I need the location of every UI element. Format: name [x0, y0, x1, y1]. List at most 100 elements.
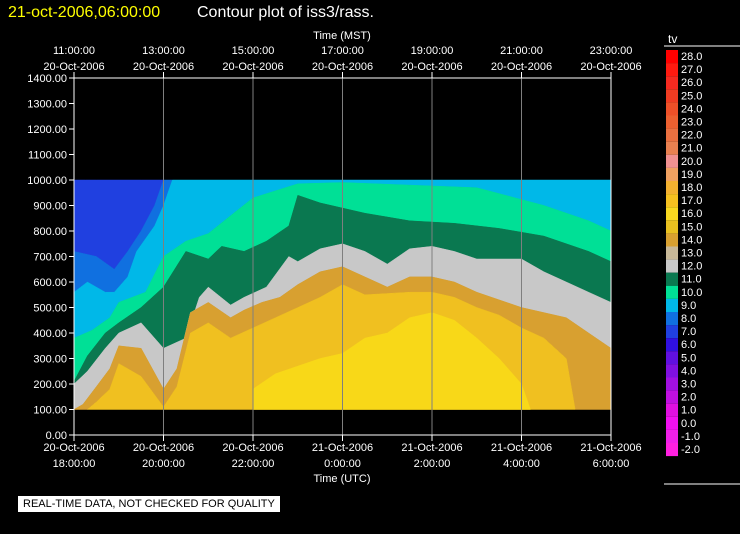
y-tick-label: 800.00 — [33, 226, 67, 238]
legend-swatch — [666, 416, 678, 430]
legend-swatch — [666, 128, 678, 142]
x-bottom-tick-date: 21-Oct-2006 — [580, 442, 641, 454]
legend-label: 18.0 — [681, 182, 702, 194]
legend-label: 28.0 — [681, 51, 702, 63]
legend-swatch — [666, 102, 678, 116]
legend-swatch — [666, 220, 678, 234]
legend-swatch — [666, 403, 678, 417]
x-bottom-tick-time: 2:00:00 — [414, 458, 451, 470]
legend-swatch — [666, 285, 678, 299]
legend-swatch — [666, 272, 678, 286]
x-axis-top-label: Time (MST) — [313, 30, 371, 42]
legend-label: 16.0 — [681, 208, 702, 220]
legend-swatch — [666, 377, 678, 391]
x-top-tick-date: 20-Oct-2006 — [580, 61, 641, 73]
x-top-tick-date: 20-Oct-2006 — [43, 61, 104, 73]
legend-label: 27.0 — [681, 64, 702, 76]
legend-swatch — [666, 181, 678, 195]
legend-swatch — [666, 246, 678, 260]
legend-swatch — [666, 63, 678, 77]
x-top-tick-date: 20-Oct-2006 — [133, 61, 194, 73]
legend-label: 3.0 — [681, 379, 696, 391]
legend-swatch — [666, 259, 678, 273]
x-axis-top: 11:00:00 20-Oct-2006 13:00:00 20-Oct-2006 15… — [43, 45, 642, 78]
x-bottom-tick-date: 21-Oct-2006 — [491, 442, 552, 454]
y-tick-label: 200.00 — [33, 379, 67, 391]
legend-swatch — [666, 390, 678, 404]
legend-swatch — [666, 338, 678, 352]
quality-disclaimer: REAL-TIME DATA, NOT CHECKED FOR QUALITY — [18, 496, 280, 512]
y-tick-label: 1200.00 — [27, 124, 67, 136]
legend-swatch — [666, 298, 678, 312]
legend-label: 0.0 — [681, 418, 696, 430]
x-bottom-tick-date: 20-Oct-2006 — [222, 442, 283, 454]
x-bottom-tick-time: 22:00:00 — [232, 458, 275, 470]
x-top-tick-time: 17:00:00 — [321, 45, 364, 57]
timestamp: 21-oct-2006,06:00:00 — [8, 4, 160, 21]
x-bottom-tick-time: 0:00:00 — [324, 458, 361, 470]
legend-swatch — [666, 115, 678, 129]
x-bottom-tick-date: 20-Oct-2006 — [43, 442, 104, 454]
legend-label: 13.0 — [681, 248, 702, 260]
x-top-tick-time: 15:00:00 — [232, 45, 275, 57]
x-bottom-tick-date: 20-Oct-2006 — [133, 442, 194, 454]
legend-swatch — [666, 443, 678, 457]
legend-label: 20.0 — [681, 156, 702, 168]
x-top-tick-date: 20-Oct-2006 — [491, 61, 552, 73]
legend-label: 6.0 — [681, 339, 696, 351]
legend-swatch — [666, 167, 678, 181]
legend-swatch — [666, 325, 678, 339]
legend-swatch — [666, 351, 678, 365]
x-top-tick-time: 21:00:00 — [500, 45, 543, 57]
y-tick-label: 1000.00 — [27, 175, 67, 187]
legend-title: tv — [668, 32, 677, 46]
legend-label: 25.0 — [681, 90, 702, 102]
y-tick-label: 700.00 — [33, 252, 67, 264]
y-axis: 0.00 100.00 200.00 300.00 400.00 500.00 600.00… — [27, 73, 74, 442]
legend-label: 5.0 — [681, 352, 696, 364]
x-top-tick-date: 20-Oct-2006 — [401, 61, 462, 73]
legend-label: 7.0 — [681, 326, 696, 338]
x-bottom-tick-time: 18:00:00 — [53, 458, 96, 470]
contour-bands — [73, 179, 612, 410]
legend-label: 9.0 — [681, 300, 696, 312]
legend-label: 26.0 — [681, 77, 702, 89]
x-top-tick-time: 19:00:00 — [411, 45, 454, 57]
colorbar-legend: 28.027.026.025.024.0 23.022.021.020.019.0… — [666, 50, 702, 457]
x-bottom-tick-time: 20:00:00 — [142, 458, 185, 470]
legend-label: 1.0 — [681, 405, 696, 417]
legend-label: 11.0 — [681, 274, 702, 286]
legend-label: 2.0 — [681, 392, 696, 404]
x-axis-bottom: 20-Oct-2006 18:00:00 20-Oct-2006 20:00:00 20… — [43, 435, 642, 470]
legend-label: 23.0 — [681, 117, 702, 129]
y-tick-label: 600.00 — [33, 277, 67, 289]
legend-swatch — [666, 207, 678, 221]
legend-swatch — [666, 429, 678, 443]
legend-swatch — [666, 89, 678, 103]
legend-label: 8.0 — [681, 313, 696, 325]
legend-swatch — [666, 233, 678, 247]
legend-label: -2.0 — [681, 444, 700, 456]
legend-label: 19.0 — [681, 169, 702, 181]
y-tick-label: 500.00 — [33, 303, 67, 315]
chart-title: Contour plot of iss3/rass. — [197, 4, 374, 21]
x-bottom-tick-time: 4:00:00 — [503, 458, 540, 470]
legend-label: 21.0 — [681, 143, 702, 155]
y-tick-label: 300.00 — [33, 354, 67, 366]
legend-swatch — [666, 76, 678, 90]
legend-swatch — [666, 312, 678, 326]
x-bottom-tick-time: 6:00:00 — [593, 458, 630, 470]
legend-label: 22.0 — [681, 130, 702, 142]
legend-label: 15.0 — [681, 221, 702, 233]
legend-label: 10.0 — [681, 287, 702, 299]
x-axis-bottom-label: Time (UTC) — [313, 473, 370, 485]
y-tick-label: 0.00 — [46, 430, 67, 442]
legend-label: -1.0 — [681, 431, 700, 443]
y-tick-label: 100.00 — [33, 405, 67, 417]
legend-label: 4.0 — [681, 365, 696, 377]
y-tick-label: 900.00 — [33, 201, 67, 213]
legend-swatch — [666, 141, 678, 155]
legend-swatch — [666, 364, 678, 378]
legend-label: 14.0 — [681, 234, 702, 246]
